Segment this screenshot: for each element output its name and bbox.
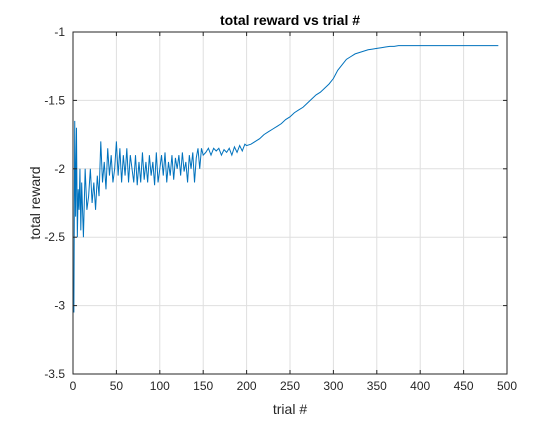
y-axis-label: total reward — [27, 166, 43, 239]
x-tick-label: 350 — [367, 379, 387, 393]
y-tick-labels: -3.5 -3 -2.5 -2 -1.5 -1 — [44, 25, 65, 381]
x-tick-label: 100 — [150, 379, 170, 393]
y-tick-label: -3.5 — [44, 367, 65, 381]
series-line — [73, 45, 499, 313]
x-tick-label: 250 — [280, 379, 300, 393]
chart-title: total reward vs trial # — [220, 12, 360, 28]
axis-ticks — [72, 31, 508, 375]
x-tick-label: 400 — [410, 379, 430, 393]
y-tick-label: -2.5 — [44, 230, 65, 244]
y-tick-label: -1.5 — [44, 93, 65, 107]
x-tick-label: 50 — [110, 379, 124, 393]
x-tick-label: 150 — [193, 379, 213, 393]
x-tick-label: 450 — [454, 379, 474, 393]
x-axis-label: trial # — [273, 401, 307, 417]
y-tick-label: -3 — [54, 299, 65, 313]
x-tick-label: 0 — [70, 379, 77, 393]
y-tick-label: -2 — [54, 162, 65, 176]
x-tick-label: 500 — [497, 379, 517, 393]
y-tick-label: -1 — [54, 25, 65, 39]
x-tick-label: 200 — [237, 379, 257, 393]
x-tick-labels: 0 50 100 150 200 250 300 350 400 450 500 — [70, 379, 518, 393]
x-tick-label: 300 — [323, 379, 343, 393]
